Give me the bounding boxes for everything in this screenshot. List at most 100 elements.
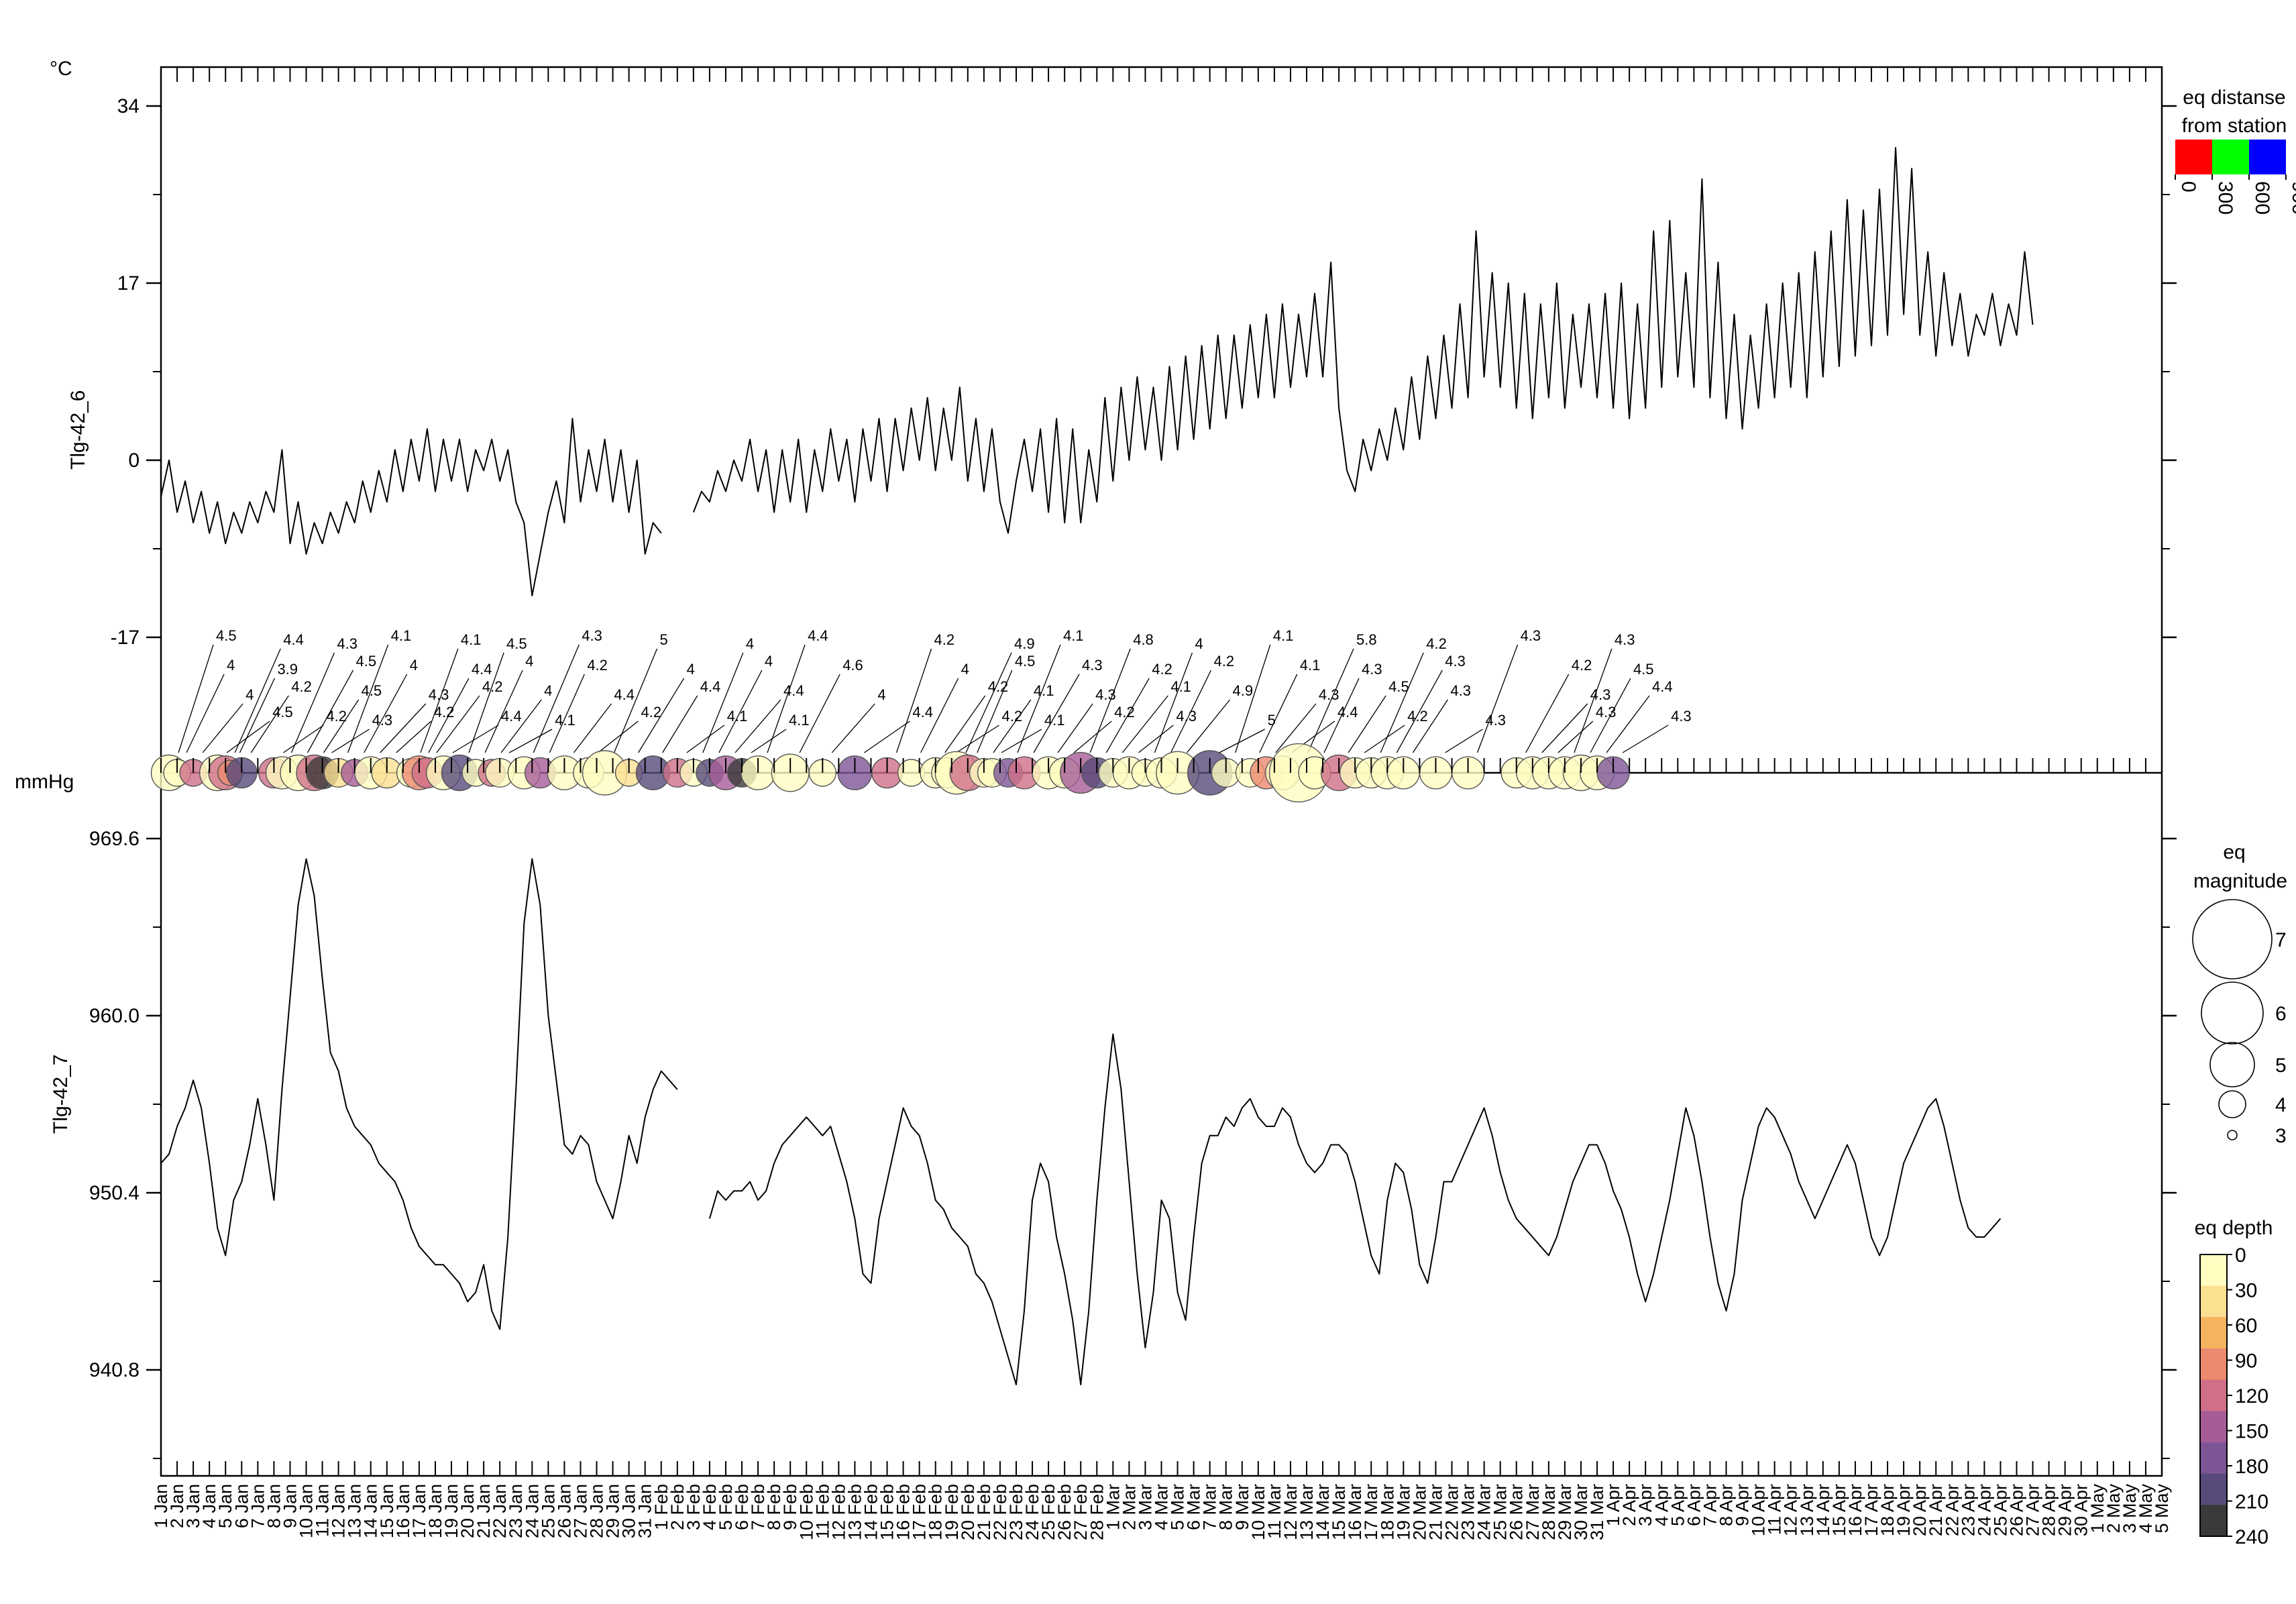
magnitude-legend-circle — [2192, 899, 2273, 979]
eq-magnitude-label: 4.3 — [337, 635, 358, 652]
eq-leader-line — [202, 703, 243, 753]
temperature-series — [160, 147, 2034, 596]
eq-magnitude-label: 4.3 — [1176, 708, 1197, 725]
eq-magnitude-label: 4.2 — [291, 678, 312, 695]
magnitude-legend-circle — [2201, 981, 2264, 1045]
depth-color-swatch — [2200, 1285, 2227, 1318]
eq-leader-line — [1590, 678, 1631, 753]
eq-magnitude-label: 4 — [1195, 635, 1203, 652]
date-tick-label: 12 Feb — [828, 1484, 849, 1540]
eq-leader-line — [1017, 644, 1061, 753]
press-ytick-label: 950.4 — [89, 1182, 140, 1204]
date-tick-label: 17 Feb — [910, 1484, 930, 1540]
date-tick-label: 21 Jan — [474, 1484, 494, 1538]
date-tick-label: 25 Apr — [1990, 1484, 2010, 1536]
date-tick-label: 13 Feb — [844, 1484, 865, 1540]
eq-magnitude-label: 4.9 — [1233, 682, 1254, 699]
eq-leader-line — [1235, 644, 1271, 753]
date-tick-label: 25 Jan — [538, 1484, 558, 1538]
eq-magnitude-label: 4.2 — [1152, 661, 1172, 678]
depth-color-swatch — [2200, 1473, 2227, 1505]
eq-magnitude-label: 4.1 — [555, 712, 576, 729]
eq-magnitude-label: 4.3 — [1596, 704, 1617, 720]
pressure-series — [160, 858, 2002, 1385]
date-tick-label: 16 Apr — [1845, 1484, 1865, 1536]
eq-magnitude-label: 4.5 — [1633, 661, 1654, 678]
date-tick-label: 5 Feb — [716, 1484, 736, 1530]
temperature-line — [160, 147, 2034, 596]
eq-magnitude-label: 4.2 — [326, 708, 347, 725]
date-tick-label: 23 Mar — [1458, 1484, 1478, 1540]
distance-tick-label: 600 — [2251, 181, 2273, 215]
date-tick-label: 6 Feb — [732, 1484, 752, 1530]
eq-leader-line — [686, 725, 725, 753]
date-tick-label: 3 Feb — [684, 1484, 704, 1530]
eq-magnitude-label: 4 — [245, 686, 254, 703]
eq-leader-line — [549, 674, 585, 753]
date-tick-label: 16 Mar — [1345, 1484, 1365, 1540]
temperature-series-label: Tlg-42_6 — [67, 390, 89, 470]
depth-color-swatch — [2200, 1317, 2227, 1349]
eq-magnitude-label: 4.5 — [216, 627, 237, 644]
eq-magnitude-label: 4.3 — [1615, 631, 1635, 648]
date-tick-label: 31 Mar — [1587, 1484, 1607, 1540]
date-tick-label: 25 Feb — [1038, 1484, 1058, 1540]
eq-magnitude-label: 4.2 — [1114, 704, 1135, 720]
eq-magnitude-label: 4.2 — [1572, 657, 1592, 674]
pressure-axis: 969.6 960.0 950.4 940.8 — [89, 828, 2177, 1459]
eq-leader-line — [1154, 652, 1193, 753]
eq-leader-line — [364, 674, 408, 753]
eq-magnitude-label: 4.1 — [461, 631, 482, 648]
eq-leader-line — [178, 644, 214, 753]
eq-magnitude-label: 4 — [765, 653, 773, 670]
date-tick-label: 27 Mar — [1523, 1484, 1543, 1540]
eq-leader-line — [956, 725, 999, 753]
eq-magnitude-label: 4.5 — [1015, 653, 1036, 670]
eq-magnitude-label: 4.1 — [1273, 627, 1294, 644]
eq-leader-line — [1412, 699, 1448, 753]
date-tick-label: 6 Apr — [1684, 1484, 1704, 1526]
distance-legend: eq distanse from station 0 300 600 900 — [2175, 87, 2296, 215]
date-tick-label: 21 Feb — [974, 1484, 994, 1540]
eq-magnitude-label: 4 — [525, 653, 533, 670]
temp-ytick-label: 17 — [117, 272, 140, 295]
eq-magnitude-label: 4.5 — [362, 682, 382, 699]
temp-ytick-label: 34 — [117, 95, 140, 117]
temperature-axis: 34 17 0 -17 — [111, 95, 2177, 649]
date-tick-label: 22 Jan — [490, 1484, 510, 1538]
magnitude-legend-circle — [2209, 1042, 2255, 1087]
date-tick-label: 11 Apr — [1765, 1484, 1785, 1535]
eq-leader-line — [1219, 729, 1265, 753]
date-tick-label: 1 Apr — [1603, 1484, 1623, 1526]
eq-leader-line — [239, 678, 276, 753]
eq-leader-line — [307, 670, 354, 753]
eq-magnitude-label: 3.9 — [277, 661, 298, 678]
date-tick-label: 7 Jan — [248, 1484, 268, 1528]
eq-magnitude-label: 4 — [544, 682, 552, 699]
date-tick-label: 15 Mar — [1329, 1484, 1349, 1540]
press-ytick-label: 940.8 — [89, 1359, 140, 1381]
distance-legend-subtitle: from station — [2182, 115, 2287, 137]
eq-leader-line — [977, 670, 1013, 753]
date-tick-label: 1 Mar — [1103, 1484, 1123, 1530]
eq-magnitude-label: 4 — [227, 657, 235, 674]
date-tick-label: 6 Jan — [231, 1484, 252, 1528]
date-tick-label: 23 Jan — [506, 1484, 526, 1538]
date-tick-label: 3 Mar — [1135, 1484, 1155, 1530]
eq-leader-line — [895, 648, 932, 753]
eq-leader-line — [1525, 674, 1570, 753]
date-tick-label: 9 Feb — [780, 1484, 800, 1530]
date-tick-label: 2 Mar — [1119, 1484, 1139, 1530]
depth-tick-label: 90 — [2235, 1350, 2257, 1373]
date-tick-label: 20 Mar — [1409, 1484, 1429, 1540]
eq-leader-line — [751, 729, 787, 753]
date-tick-label: 4 May — [2136, 1484, 2156, 1534]
eq-magnitude-label: 4.1 — [1034, 682, 1054, 699]
date-tick-label: 25 Mar — [1490, 1484, 1511, 1540]
eq-magnitude-label: 4.3 — [1445, 653, 1466, 670]
date-tick-label: 20 Jan — [457, 1484, 478, 1538]
distance-tick-label: 900 — [2288, 181, 2296, 215]
depth-color-swatch — [2200, 1505, 2227, 1537]
